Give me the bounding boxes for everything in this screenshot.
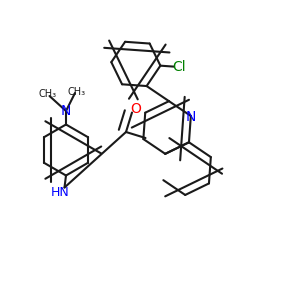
Text: N: N xyxy=(61,104,71,118)
Text: Cl: Cl xyxy=(172,60,186,74)
Text: CH₃: CH₃ xyxy=(68,86,85,97)
Text: N: N xyxy=(186,110,196,124)
Text: CH₃: CH₃ xyxy=(39,89,57,100)
Text: O: O xyxy=(130,102,141,116)
Text: HN: HN xyxy=(51,185,69,199)
